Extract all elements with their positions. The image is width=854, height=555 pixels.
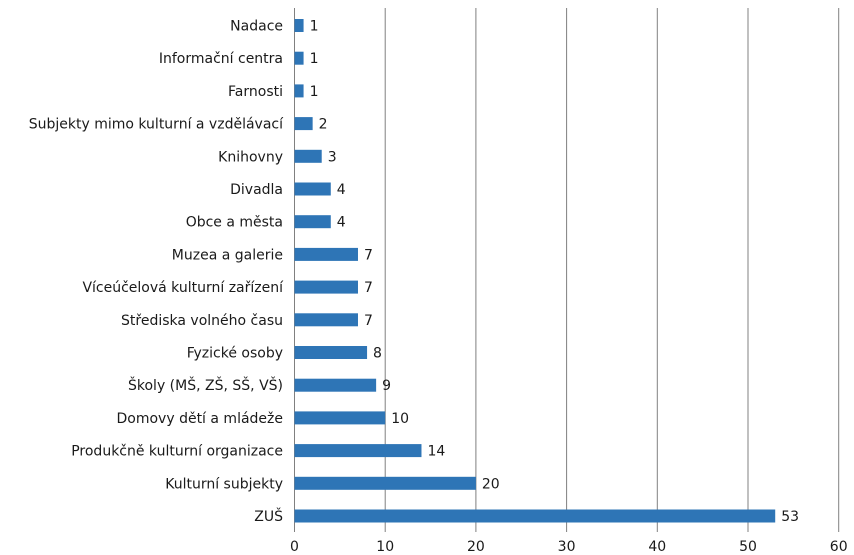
bar (294, 444, 422, 458)
bar (294, 378, 377, 392)
x-axis-tick-labels: 0 10 20 30 40 50 60 (290, 539, 848, 555)
data-label: 9 (382, 378, 391, 394)
bar (294, 280, 358, 294)
category-label: Knihovny (218, 149, 283, 165)
x-tick-label: 60 (830, 539, 848, 555)
x-tick-label: 30 (558, 539, 576, 555)
data-label: 53 (781, 509, 799, 525)
data-label: 1 (310, 51, 319, 67)
category-label: Divadla (230, 182, 283, 198)
data-label: 3 (328, 149, 337, 165)
data-label: 2 (319, 117, 328, 133)
bars (294, 19, 776, 523)
category-label: Střediska volného času (121, 313, 283, 329)
bar (294, 51, 304, 65)
data-label: 1 (310, 19, 319, 35)
data-label: 4 (337, 182, 346, 198)
x-tick-label: 20 (467, 539, 485, 555)
bar (294, 149, 322, 163)
data-label: 10 (391, 411, 409, 427)
bar (294, 411, 386, 425)
x-tick-label: 40 (648, 539, 666, 555)
bar (294, 182, 331, 196)
category-label: Domovy dětí a mládeže (117, 411, 284, 427)
value-labels: 53 20 14 10 98 7 7 7 4 4 32 1 1 1 (310, 19, 799, 526)
category-label: Obce a města (186, 215, 283, 231)
data-label: 14 (427, 444, 445, 460)
category-label: Fyzické osoby (187, 346, 283, 362)
category-label: Školy (MŠ, ZŠ, SŠ, VŠ) (128, 376, 283, 394)
x-tick-label: 50 (739, 539, 757, 555)
category-labels: ZUŠ Kulturní subjekty Produkčně kulturní o… (29, 19, 284, 526)
category-label: Muzea a galerie (172, 247, 283, 263)
category-label: Víceúčelová kulturní zařízení (82, 280, 284, 296)
bar (294, 313, 358, 327)
category-label: Subjekty mimo kulturní a vzdělávací (29, 117, 284, 133)
bar (294, 117, 313, 131)
x-tick-label: 0 (290, 539, 299, 555)
data-label: 1 (310, 84, 319, 100)
data-label: 7 (364, 280, 373, 296)
category-label: Nadace (230, 19, 283, 35)
grid-lines (294, 8, 840, 532)
category-label: ZUŠ (254, 507, 283, 525)
bar (294, 247, 358, 261)
bar (294, 509, 776, 523)
data-label: 7 (364, 313, 373, 329)
bar (294, 215, 331, 229)
data-label: 20 (482, 476, 500, 492)
data-label: 7 (364, 247, 373, 263)
category-label: Kulturní subjekty (165, 476, 283, 492)
bar (294, 19, 304, 32)
bar (294, 346, 368, 359)
x-tick-label: 10 (376, 539, 394, 555)
category-label: Informační centra (159, 51, 283, 67)
category-label: Farnosti (228, 84, 283, 100)
bar (294, 476, 476, 490)
category-label: Produkčně kulturní organizace (71, 444, 283, 460)
data-label: 8 (373, 346, 382, 362)
bar (294, 84, 304, 98)
data-label: 4 (337, 215, 346, 231)
